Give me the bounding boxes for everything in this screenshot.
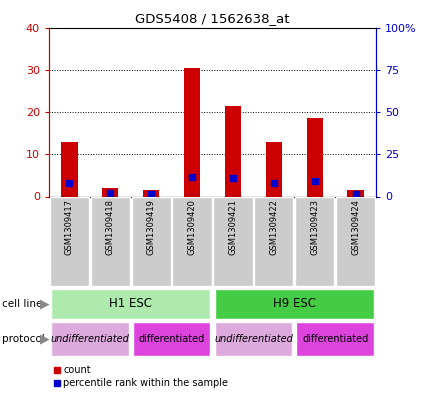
- Bar: [91, 197, 130, 286]
- Bar: [296, 322, 374, 356]
- Bar: [61, 141, 77, 196]
- Text: GSM1309418: GSM1309418: [106, 199, 115, 255]
- Bar: [225, 106, 241, 196]
- Bar: [215, 288, 374, 319]
- Bar: [266, 141, 282, 196]
- Legend: count, percentile rank within the sample: count, percentile rank within the sample: [54, 365, 229, 388]
- Text: H9 ESC: H9 ESC: [273, 297, 316, 310]
- Bar: [213, 197, 252, 286]
- Bar: [295, 197, 334, 286]
- Bar: [184, 68, 200, 196]
- Text: GSM1309423: GSM1309423: [310, 199, 319, 255]
- Text: ▶: ▶: [40, 332, 49, 345]
- Text: H1 ESC: H1 ESC: [109, 297, 152, 310]
- Bar: [336, 197, 375, 286]
- Text: undifferentiated: undifferentiated: [214, 334, 293, 344]
- Text: GDS5408 / 1562638_at: GDS5408 / 1562638_at: [135, 12, 290, 25]
- Bar: [254, 197, 294, 286]
- Text: undifferentiated: undifferentiated: [50, 334, 129, 344]
- Text: cell line: cell line: [2, 299, 42, 309]
- Text: differentiated: differentiated: [302, 334, 368, 344]
- Text: GSM1309420: GSM1309420: [187, 199, 196, 255]
- Bar: [50, 197, 89, 286]
- Bar: [306, 118, 323, 196]
- Text: GSM1309424: GSM1309424: [351, 199, 360, 255]
- Text: differentiated: differentiated: [139, 334, 205, 344]
- Text: GSM1309422: GSM1309422: [269, 199, 278, 255]
- Bar: [131, 197, 171, 286]
- Text: GSM1309421: GSM1309421: [229, 199, 238, 255]
- Bar: [51, 288, 210, 319]
- Text: protocol: protocol: [2, 334, 45, 344]
- Bar: [215, 322, 292, 356]
- Text: GSM1309419: GSM1309419: [147, 199, 156, 255]
- Text: ▶: ▶: [40, 297, 49, 310]
- Bar: [102, 188, 119, 196]
- Bar: [51, 322, 129, 356]
- Text: GSM1309417: GSM1309417: [65, 199, 74, 255]
- Bar: [348, 190, 364, 196]
- Bar: [143, 190, 159, 196]
- Bar: [133, 322, 210, 356]
- Bar: [173, 197, 212, 286]
